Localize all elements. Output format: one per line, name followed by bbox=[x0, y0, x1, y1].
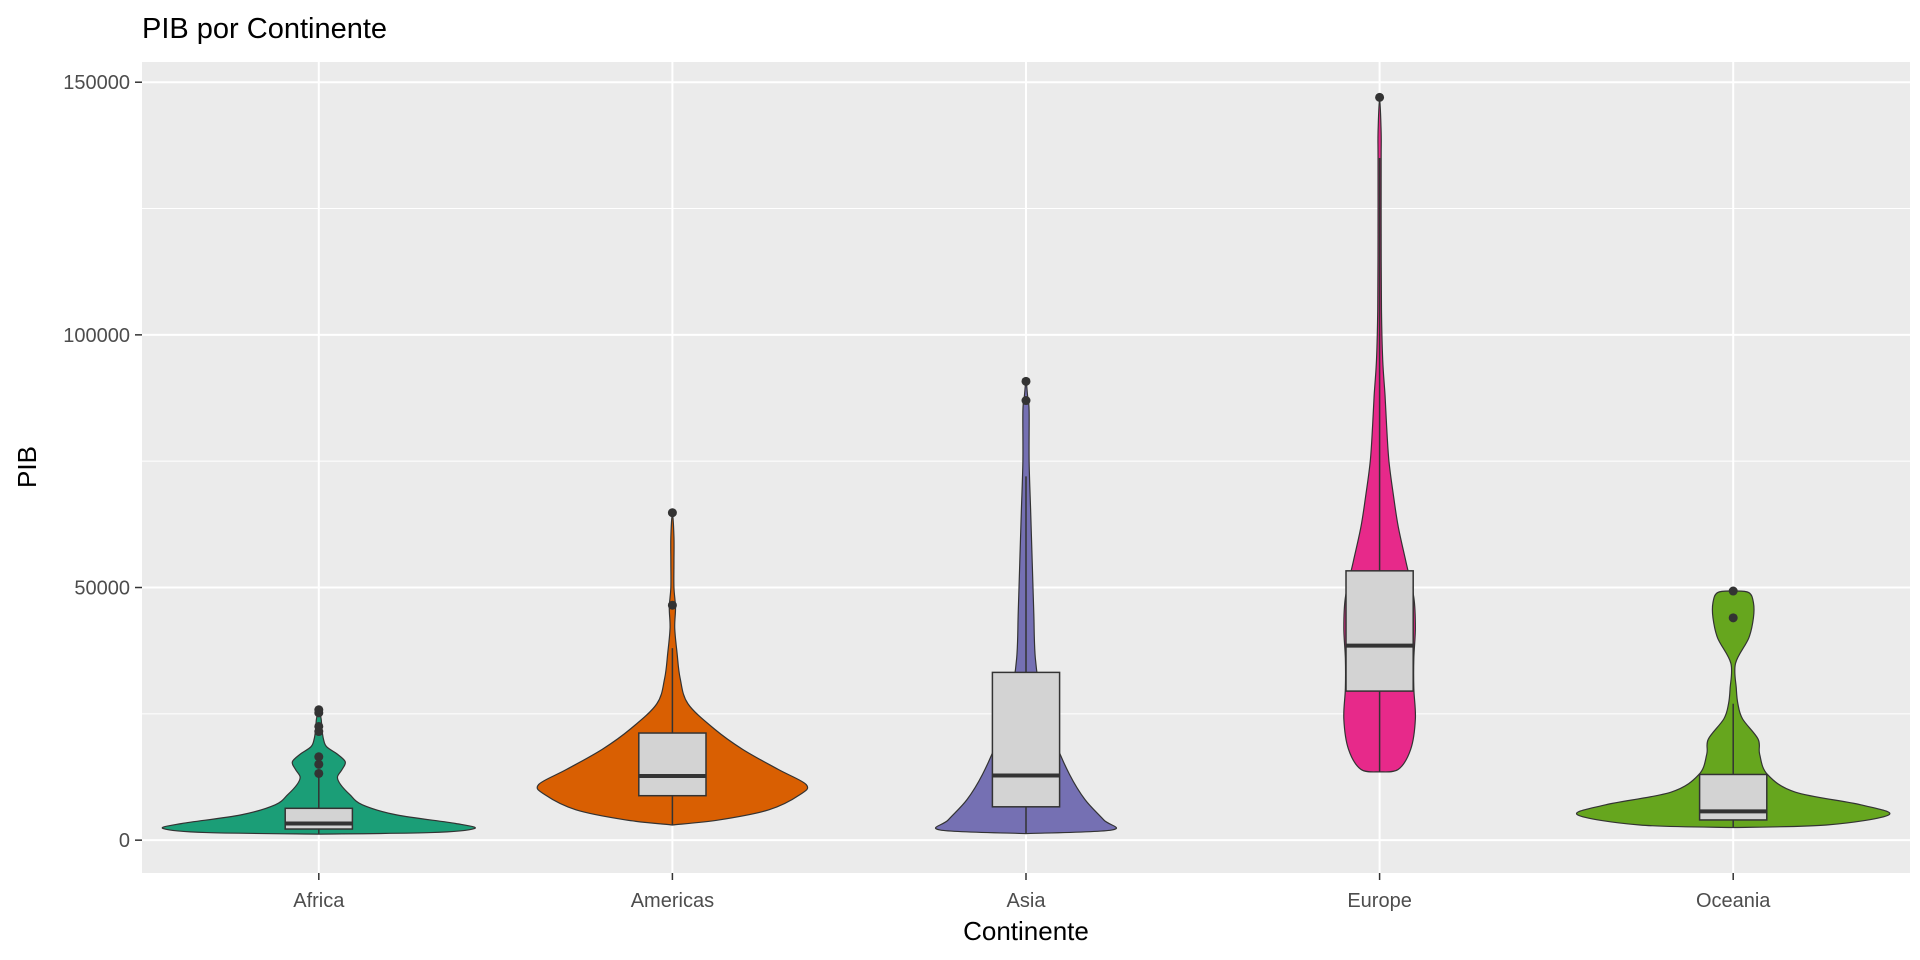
y-tick-label: 100000 bbox=[63, 325, 130, 347]
outliers bbox=[314, 92, 1738, 778]
outlier-point bbox=[1728, 586, 1738, 596]
outlier-point bbox=[667, 600, 677, 610]
x-tick-label: Americas bbox=[631, 890, 714, 912]
boxplots bbox=[284, 158, 1768, 835]
x-tick-label: Oceania bbox=[1696, 890, 1771, 912]
x-tick-label: Europe bbox=[1347, 890, 1412, 912]
x-tick-label: Asia bbox=[1007, 890, 1047, 912]
outlier-point bbox=[314, 759, 324, 769]
x-axis: Africa Americas Asia Europe Oceania bbox=[293, 873, 1771, 912]
chart-title: PIB por Continente bbox=[142, 13, 387, 45]
outlier-point bbox=[1375, 92, 1385, 102]
outlier-point bbox=[1021, 396, 1031, 406]
x-axis-title: Continente bbox=[963, 916, 1089, 946]
box-europe bbox=[1345, 570, 1414, 692]
box-africa bbox=[284, 807, 354, 830]
x-tick-label: Africa bbox=[293, 890, 345, 912]
y-axis: 0 50000 100000 150000 bbox=[63, 72, 142, 852]
outlier-point bbox=[314, 768, 324, 778]
outlier-point bbox=[314, 752, 324, 762]
outlier-point bbox=[314, 705, 324, 715]
outlier-point bbox=[314, 721, 324, 731]
outlier-point bbox=[1021, 376, 1031, 386]
box-americas bbox=[638, 732, 707, 797]
y-axis-title: PIB bbox=[12, 446, 42, 488]
outlier-point bbox=[1728, 613, 1738, 623]
y-tick-label: 50000 bbox=[74, 578, 130, 600]
y-tick-label: 150000 bbox=[63, 72, 130, 94]
y-tick-label: 0 bbox=[119, 830, 130, 852]
outlier-point bbox=[667, 508, 677, 518]
box-asia bbox=[991, 671, 1061, 808]
